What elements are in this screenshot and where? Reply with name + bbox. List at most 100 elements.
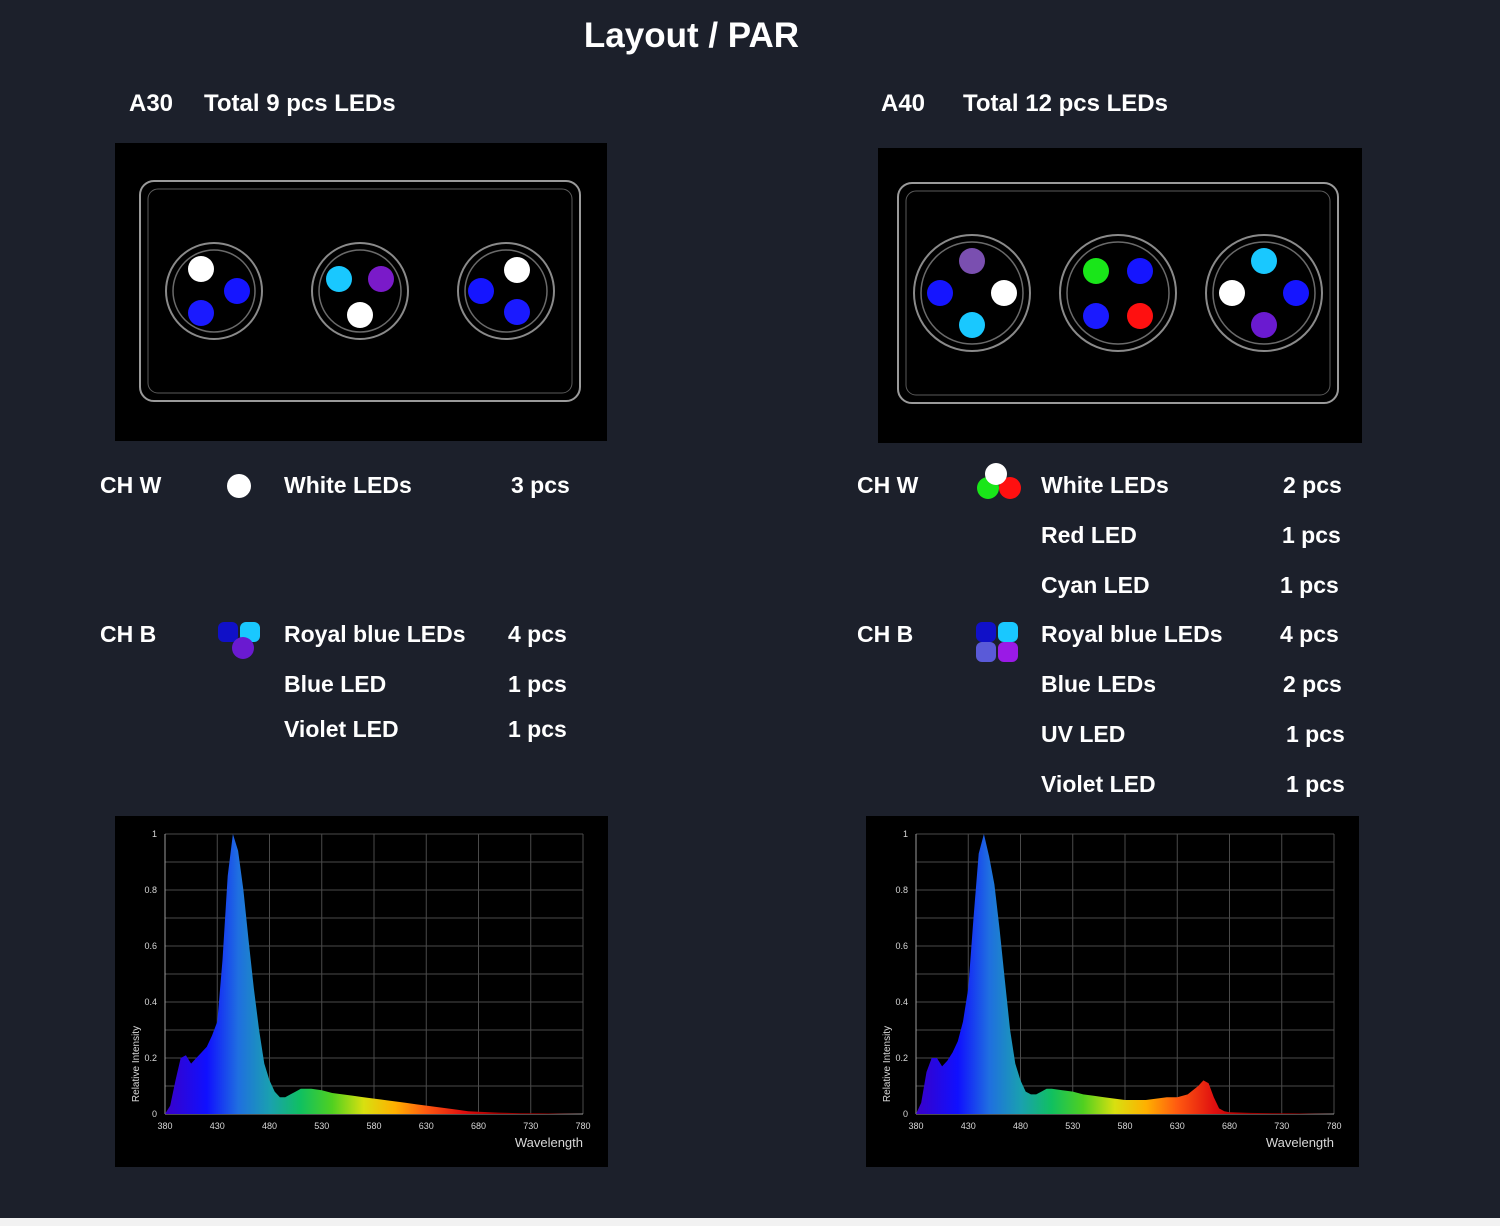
a30-violet-led-qty: 1 pcs [508,716,567,742]
a40-led-dot [1127,258,1153,284]
x-tick-label: 380 [908,1121,923,1131]
a30-cluster-ring [457,242,555,340]
blue-violet-cluster-icon [218,622,260,659]
a40-layout-panel [878,148,1362,443]
a40-led-dot [991,280,1017,306]
a30-layout-diagram [139,180,581,402]
a40-violet-led-label: Violet LED [1041,771,1156,797]
y-tick-label: 0 [903,1109,908,1119]
y-tick-label: 0.4 [895,997,908,1007]
a30-led-dot [347,302,373,328]
x-axis-label: Wavelength [1266,1135,1334,1150]
a30-violet-led-label: Violet LED [284,716,399,742]
a40-uv-led-qty: 1 pcs [1286,721,1345,747]
y-tick-label: 0.6 [144,941,157,951]
x-tick-label: 480 [262,1121,277,1131]
x-tick-label: 480 [1013,1121,1028,1131]
x-tick-label: 730 [1274,1121,1289,1131]
a40-cluster-ring [913,234,1031,352]
y-tick-label: 0.4 [144,997,157,1007]
a40-white-leds-qty: 2 pcs [1283,472,1342,498]
x-tick-label: 630 [1170,1121,1185,1131]
y-tick-label: 0.2 [144,1053,157,1063]
a40-spectrum-chart: 380 430 480 530 580 630 680 730 780 0 0.2 0.4 0.6 0.8… [866,816,1359,1167]
x-tick-label: 680 [1222,1121,1237,1131]
a40-total-label: Total 12 pcs LEDs [963,90,1168,117]
y-tick-label: 0.8 [144,885,157,895]
y-tick-label: 0 [152,1109,157,1119]
y-tick-label: 1 [903,829,908,839]
a30-cluster-inner-ring [464,249,548,333]
x-tick-label: 430 [961,1121,976,1131]
a30-cluster-inner-ring [318,249,402,333]
y-tick-label: 1 [152,829,157,839]
a40-led-dot [1127,303,1153,329]
a30-cluster-inner-ring [172,249,256,333]
y-axis-label: Relative Intensity [131,1026,142,1102]
x-tick-label: 780 [575,1121,590,1131]
x-tick-label: 580 [1117,1121,1132,1131]
a30-blue-led-label: Blue LED [284,671,387,697]
a40-led-dot [959,312,985,338]
a40-led-dot [1251,248,1277,274]
a30-fixture-outline [139,180,581,402]
white-red-green-cluster-icon [977,463,1021,499]
a30-ch-b-label: CH B [100,621,157,647]
y-tick-label: 0.6 [895,941,908,951]
a40-red-led-qty: 1 pcs [1282,522,1341,548]
y-tick-label: 0.8 [895,885,908,895]
a30-led-dot [188,256,214,282]
page-title: Layout / PAR [583,16,800,55]
a30-ch-w-label: CH W [100,472,162,498]
a40-led-dot [1283,280,1309,306]
x-tick-label: 630 [419,1121,434,1131]
a40-royal-blue-qty: 4 pcs [1280,621,1339,647]
a40-led-dot [1083,303,1109,329]
a30-led-dot [504,299,530,325]
a30-spectrum-chart: 380 430 480 530 580 630 680 730 780 0 0.2 0.4 0.6 0.8… [115,816,608,1167]
a30-cluster-ring [311,242,409,340]
a40-fixture-inner-outline [905,190,1331,396]
x-tick-label: 730 [523,1121,538,1131]
a30-cluster-ring [165,242,263,340]
a40-layout-diagram [897,182,1339,404]
blue-violet-cluster-icon [976,622,1018,662]
a40-violet-led-qty: 1 pcs [1286,771,1345,797]
y-axis-label: Relative Intensity [882,1026,893,1102]
a40-uv-led-label: UV LED [1041,721,1126,747]
a40-cluster-inner-ring [1066,241,1170,345]
x-tick-label: 530 [314,1121,329,1131]
a30-spectrum-svg: 380 430 480 530 580 630 680 730 780 0 0.2 0.4 0.6 0.8… [131,829,591,1150]
x-tick-label: 780 [1326,1121,1341,1131]
x-tick-label: 580 [366,1121,381,1131]
a30-led-dot [504,257,530,283]
x-tick-label: 530 [1065,1121,1080,1131]
a30-led-dot [326,266,352,292]
x-tick-label: 680 [471,1121,486,1131]
a30-royal-blue-qty: 4 pcs [508,621,567,647]
y-tick-label: 0.2 [895,1053,908,1063]
a30-led-dot [368,266,394,292]
a40-led-dot [927,280,953,306]
a30-royal-blue-label: Royal blue LEDs [284,621,466,647]
a40-cluster-ring [1205,234,1323,352]
a40-led-dot [1251,312,1277,338]
a40-red-led-label: Red LED [1041,522,1137,548]
a30-blue-led-qty: 1 pcs [508,671,567,697]
a30-led-dot [224,278,250,304]
spectrum-area [916,834,1334,1114]
a40-blue-leds-qty: 2 pcs [1283,671,1342,697]
a40-ch-w-label: CH W [857,472,919,498]
a40-ch-b-label: CH B [857,621,914,647]
a30-led-dot [468,278,494,304]
x-tick-label: 380 [157,1121,172,1131]
x-tick-label: 430 [210,1121,225,1131]
a30-white-leds-qty: 3 pcs [511,472,570,498]
a40-led-dot [1083,258,1109,284]
a30-led-dot [188,300,214,326]
a40-blue-leds-label: Blue LEDs [1041,671,1157,697]
a40-cyan-led-label: Cyan LED [1041,572,1150,598]
a40-spectrum-svg: 380 430 480 530 580 630 680 730 780 0 0.2 0.4 0.6 0.8… [882,829,1342,1150]
a40-royal-blue-label: Royal blue LEDs [1041,621,1223,647]
a40-led-dot [959,248,985,274]
